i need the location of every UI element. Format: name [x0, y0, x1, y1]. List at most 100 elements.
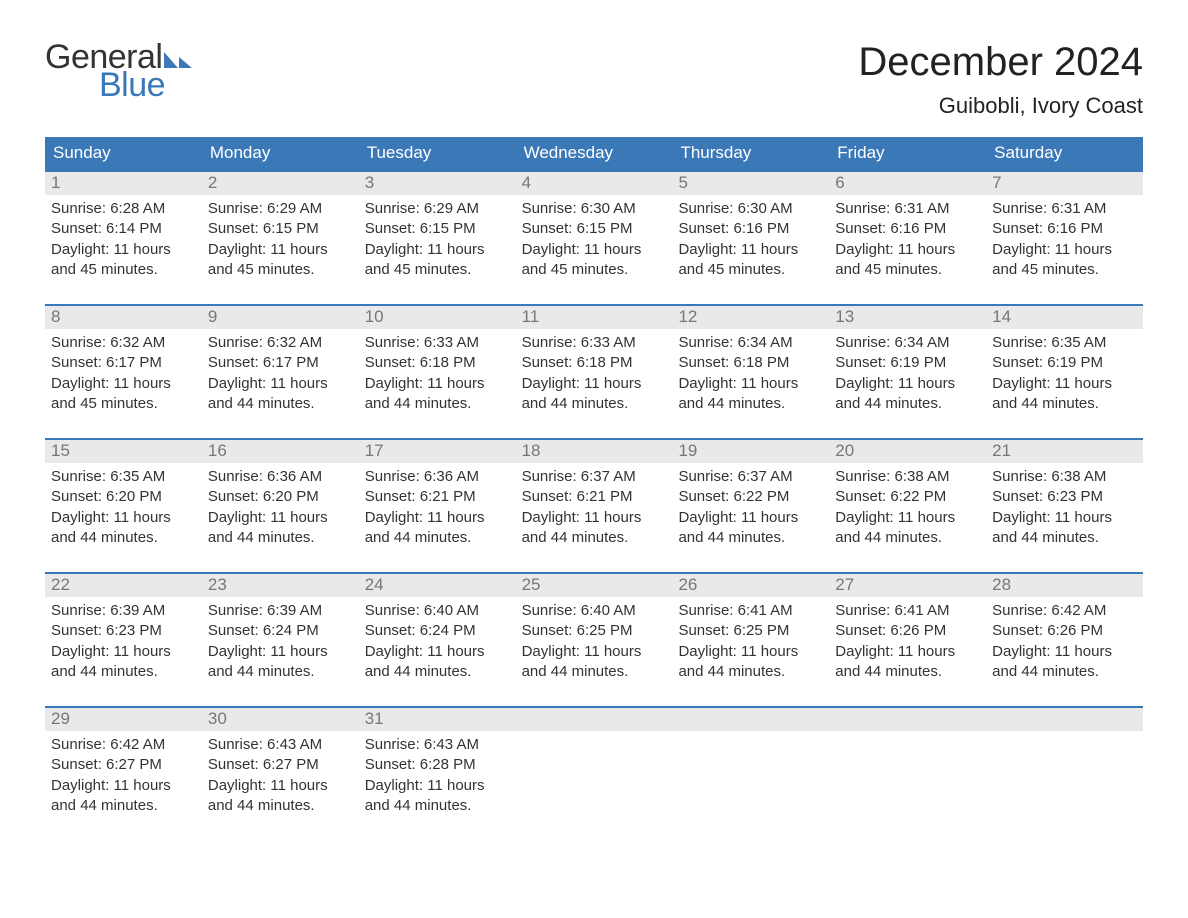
daylight-line-2: and 44 minutes.	[992, 394, 1137, 414]
day-details: Sunrise: 6:36 AMSunset: 6:21 PMDaylight:…	[359, 463, 516, 548]
calendar-day: 2Sunrise: 6:29 AMSunset: 6:15 PMDaylight…	[202, 172, 359, 282]
day-number: 3	[359, 172, 516, 195]
sunset-line: Sunset: 6:27 PM	[208, 755, 353, 775]
day-number: 27	[829, 574, 986, 597]
daylight-line-1: Daylight: 11 hours	[835, 374, 980, 394]
daylight-line-2: and 44 minutes.	[51, 528, 196, 548]
day-number: 25	[516, 574, 673, 597]
sunset-line: Sunset: 6:26 PM	[992, 621, 1137, 641]
calendar-day: 7Sunrise: 6:31 AMSunset: 6:16 PMDaylight…	[986, 172, 1143, 282]
daylight-line-1: Daylight: 11 hours	[51, 776, 196, 796]
sunrise-line: Sunrise: 6:28 AM	[51, 199, 196, 219]
daylight-line-2: and 45 minutes.	[678, 260, 823, 280]
day-of-week-cell: Tuesday	[359, 137, 516, 170]
daylight-line-2: and 44 minutes.	[51, 796, 196, 816]
sunset-line: Sunset: 6:15 PM	[365, 219, 510, 239]
calendar-day: 30Sunrise: 6:43 AMSunset: 6:27 PMDayligh…	[202, 708, 359, 818]
day-details: Sunrise: 6:36 AMSunset: 6:20 PMDaylight:…	[202, 463, 359, 548]
day-number: 6	[829, 172, 986, 195]
sunset-line: Sunset: 6:14 PM	[51, 219, 196, 239]
sunrise-line: Sunrise: 6:37 AM	[678, 467, 823, 487]
day-number: 12	[672, 306, 829, 329]
day-details: Sunrise: 6:32 AMSunset: 6:17 PMDaylight:…	[45, 329, 202, 414]
calendar-day: 19Sunrise: 6:37 AMSunset: 6:22 PMDayligh…	[672, 440, 829, 550]
day-number: 8	[45, 306, 202, 329]
sunrise-line: Sunrise: 6:34 AM	[678, 333, 823, 353]
daylight-line-1: Daylight: 11 hours	[365, 508, 510, 528]
sunset-line: Sunset: 6:16 PM	[835, 219, 980, 239]
daylight-line-1: Daylight: 11 hours	[365, 642, 510, 662]
sunrise-line: Sunrise: 6:35 AM	[992, 333, 1137, 353]
calendar-day	[516, 708, 673, 818]
daylight-line-1: Daylight: 11 hours	[208, 374, 353, 394]
sunset-line: Sunset: 6:26 PM	[835, 621, 980, 641]
calendar-day	[829, 708, 986, 818]
daylight-line-1: Daylight: 11 hours	[365, 374, 510, 394]
sunset-line: Sunset: 6:18 PM	[522, 353, 667, 373]
calendar-day: 25Sunrise: 6:40 AMSunset: 6:25 PMDayligh…	[516, 574, 673, 684]
day-details: Sunrise: 6:34 AMSunset: 6:19 PMDaylight:…	[829, 329, 986, 414]
day-number: 11	[516, 306, 673, 329]
day-number: 14	[986, 306, 1143, 329]
sunrise-line: Sunrise: 6:36 AM	[208, 467, 353, 487]
calendar-day: 24Sunrise: 6:40 AMSunset: 6:24 PMDayligh…	[359, 574, 516, 684]
sunset-line: Sunset: 6:18 PM	[365, 353, 510, 373]
sunset-line: Sunset: 6:24 PM	[208, 621, 353, 641]
day-of-week-cell: Monday	[202, 137, 359, 170]
day-details: Sunrise: 6:38 AMSunset: 6:22 PMDaylight:…	[829, 463, 986, 548]
day-of-week-cell: Friday	[829, 137, 986, 170]
sunset-line: Sunset: 6:25 PM	[678, 621, 823, 641]
daylight-line-2: and 45 minutes.	[208, 260, 353, 280]
daylight-line-1: Daylight: 11 hours	[522, 374, 667, 394]
daylight-line-2: and 44 minutes.	[208, 394, 353, 414]
day-number: 30	[202, 708, 359, 731]
sunset-line: Sunset: 6:16 PM	[992, 219, 1137, 239]
sunset-line: Sunset: 6:25 PM	[522, 621, 667, 641]
day-details: Sunrise: 6:40 AMSunset: 6:25 PMDaylight:…	[516, 597, 673, 682]
calendar-day: 1Sunrise: 6:28 AMSunset: 6:14 PMDaylight…	[45, 172, 202, 282]
day-of-week-cell: Sunday	[45, 137, 202, 170]
day-number	[986, 708, 1143, 731]
sunrise-line: Sunrise: 6:40 AM	[522, 601, 667, 621]
day-number: 24	[359, 574, 516, 597]
daylight-line-2: and 44 minutes.	[208, 528, 353, 548]
calendar-day: 28Sunrise: 6:42 AMSunset: 6:26 PMDayligh…	[986, 574, 1143, 684]
sunrise-line: Sunrise: 6:39 AM	[208, 601, 353, 621]
daylight-line-2: and 44 minutes.	[365, 528, 510, 548]
sunrise-line: Sunrise: 6:35 AM	[51, 467, 196, 487]
day-details: Sunrise: 6:31 AMSunset: 6:16 PMDaylight:…	[986, 195, 1143, 280]
day-details: Sunrise: 6:30 AMSunset: 6:15 PMDaylight:…	[516, 195, 673, 280]
day-details: Sunrise: 6:32 AMSunset: 6:17 PMDaylight:…	[202, 329, 359, 414]
daylight-line-1: Daylight: 11 hours	[992, 374, 1137, 394]
sunrise-line: Sunrise: 6:30 AM	[678, 199, 823, 219]
day-details: Sunrise: 6:38 AMSunset: 6:23 PMDaylight:…	[986, 463, 1143, 548]
day-details: Sunrise: 6:40 AMSunset: 6:24 PMDaylight:…	[359, 597, 516, 682]
daylight-line-2: and 44 minutes.	[522, 394, 667, 414]
title-block: December 2024 Guibobli, Ivory Coast	[858, 40, 1143, 131]
sunrise-line: Sunrise: 6:38 AM	[835, 467, 980, 487]
daylight-line-1: Daylight: 11 hours	[678, 374, 823, 394]
daylight-line-2: and 45 minutes.	[51, 394, 196, 414]
day-details: Sunrise: 6:33 AMSunset: 6:18 PMDaylight:…	[359, 329, 516, 414]
daylight-line-1: Daylight: 11 hours	[365, 776, 510, 796]
day-details: Sunrise: 6:37 AMSunset: 6:21 PMDaylight:…	[516, 463, 673, 548]
day-of-week-header: SundayMondayTuesdayWednesdayThursdayFrid…	[45, 137, 1143, 170]
daylight-line-2: and 44 minutes.	[678, 528, 823, 548]
day-number: 22	[45, 574, 202, 597]
daylight-line-2: and 44 minutes.	[365, 796, 510, 816]
day-number: 13	[829, 306, 986, 329]
sunset-line: Sunset: 6:23 PM	[992, 487, 1137, 507]
calendar-day: 10Sunrise: 6:33 AMSunset: 6:18 PMDayligh…	[359, 306, 516, 416]
day-number	[516, 708, 673, 731]
daylight-line-2: and 45 minutes.	[522, 260, 667, 280]
day-number: 10	[359, 306, 516, 329]
daylight-line-1: Daylight: 11 hours	[51, 642, 196, 662]
day-number: 23	[202, 574, 359, 597]
day-of-week-cell: Saturday	[986, 137, 1143, 170]
calendar-day: 15Sunrise: 6:35 AMSunset: 6:20 PMDayligh…	[45, 440, 202, 550]
sunrise-line: Sunrise: 6:37 AM	[522, 467, 667, 487]
sunrise-line: Sunrise: 6:41 AM	[678, 601, 823, 621]
calendar-day: 11Sunrise: 6:33 AMSunset: 6:18 PMDayligh…	[516, 306, 673, 416]
daylight-line-2: and 45 minutes.	[365, 260, 510, 280]
day-number: 4	[516, 172, 673, 195]
